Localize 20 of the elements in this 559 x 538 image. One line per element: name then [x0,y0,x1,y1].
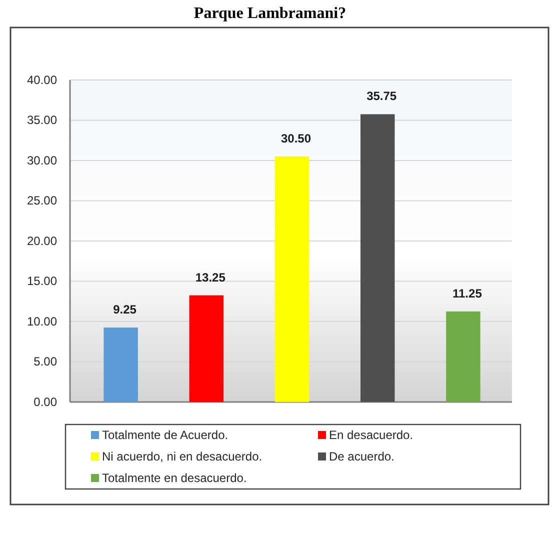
data-label: 11.25 [452,286,482,300]
y-tick-label: 10.00 [26,314,58,328]
data-label: 35.75 [366,89,397,104]
y-tick-label: 40.00 [26,72,58,87]
data-label: 30.50 [280,131,312,146]
chart-title: Parque Lambramani? [194,5,346,22]
y-tick-label: 25.00 [26,194,58,208]
legend-label: Ni acuerdo, ni en desacuerdo. [102,450,262,464]
y-tick-label: 0.00 [34,394,58,409]
legend-label: Totalmente de Acuerdo. [102,428,228,442]
legend-label: De acuerdo. [329,450,394,464]
y-tick-label: 30.00 [26,153,58,168]
y-tick-label: 5.00 [34,354,58,369]
y-tick-label: 15.00 [26,274,58,288]
data-label: 9.25 [113,302,137,317]
data-label: 13.25 [195,270,226,284]
y-tick-label: 20.00 [26,234,58,248]
y-tick-label: 35.00 [26,113,58,128]
legend-label: Totalmente en desacuerdo. [102,471,247,486]
legend-label: En desacuerdo. [329,428,414,442]
